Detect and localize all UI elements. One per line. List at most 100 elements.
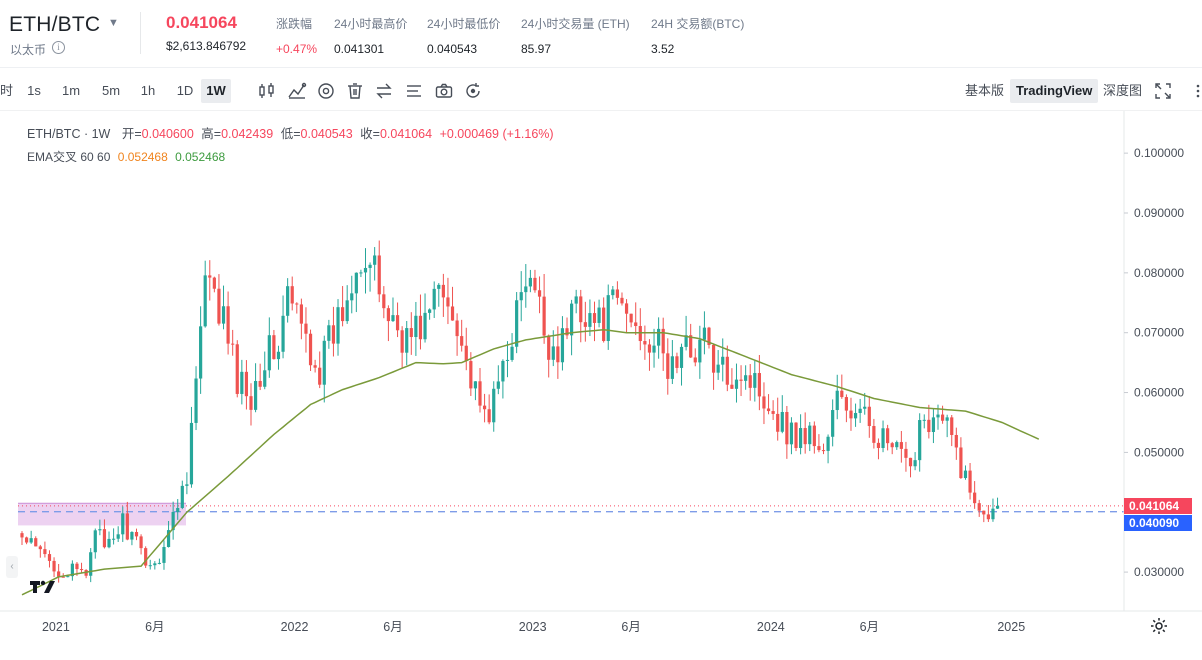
candle-body xyxy=(666,353,670,379)
stat-value: 85.97 xyxy=(521,42,552,56)
candle-body xyxy=(863,406,867,409)
candle-body xyxy=(414,315,418,338)
candle-body xyxy=(570,303,574,336)
candle-body xyxy=(446,297,450,307)
drawing-list-icon[interactable] xyxy=(404,81,424,101)
ticker-header: ETH/BTC ▼ 以太币 i 0.041064 $2,613.846792 涨… xyxy=(0,0,1202,68)
candle-body xyxy=(345,300,349,322)
x-tick-label: 2024 xyxy=(757,620,785,634)
candle-body xyxy=(400,330,404,353)
candle-body xyxy=(849,410,853,419)
candle-body xyxy=(840,390,844,398)
candle-body xyxy=(524,286,528,293)
candle-body xyxy=(368,264,372,268)
candle-body xyxy=(450,306,455,321)
view-depth[interactable]: 深度图 xyxy=(1103,83,1143,98)
settings-circle-icon[interactable] xyxy=(316,81,336,101)
indicator-legend[interactable]: EMA交叉 60 60 0.052468 0.052468 xyxy=(27,148,225,165)
gear-icon[interactable] xyxy=(1149,616,1169,636)
stat-change: 涨跌幅 +0.47% xyxy=(276,15,317,56)
view-tradingview[interactable]: TradingView xyxy=(1010,79,1099,103)
trash-icon[interactable] xyxy=(345,81,365,101)
info-icon[interactable]: i xyxy=(52,41,65,54)
candle-body xyxy=(199,326,203,379)
pair-title[interactable]: ETH/BTC xyxy=(9,13,101,36)
candle-body xyxy=(762,396,766,409)
candle-body xyxy=(418,315,423,340)
candle-body xyxy=(144,548,148,566)
candle-body xyxy=(560,328,565,363)
price-chart[interactable]: 0.100000 0.090000 0.080000 0.070000 0.060000… xyxy=(0,110,1202,650)
candle-body xyxy=(226,306,230,344)
candle-body xyxy=(455,320,459,337)
candle-body xyxy=(57,571,61,577)
candle-body xyxy=(835,390,839,411)
candle-body xyxy=(588,313,592,327)
candle-body xyxy=(602,307,606,341)
mark-price-tag: 0.040090 xyxy=(1124,515,1192,531)
candle-body xyxy=(913,460,917,467)
legend-open: 0.040600 xyxy=(141,127,194,141)
view-basic[interactable]: 基本版 xyxy=(965,83,1005,98)
y-tick-label: 0.070000 xyxy=(1134,326,1184,340)
candle-body xyxy=(322,340,326,385)
interval-1w[interactable]: 1W xyxy=(201,79,231,103)
candle-body xyxy=(428,309,432,313)
candle-body xyxy=(547,335,551,360)
candle-body xyxy=(121,513,125,535)
candle-body xyxy=(528,277,532,287)
interval-5m[interactable]: 5m xyxy=(101,83,121,98)
last-price-usd: $2,613.846792 xyxy=(166,39,247,53)
candle-body xyxy=(125,513,129,540)
legend-low-label: 低= xyxy=(280,127,301,141)
candle-body xyxy=(766,408,771,412)
candle-body xyxy=(831,410,835,437)
candle-body xyxy=(973,492,977,504)
more-icon[interactable] xyxy=(1188,81,1200,101)
candle-body xyxy=(936,414,940,418)
candle-body xyxy=(89,552,93,576)
candle-body xyxy=(487,409,491,423)
indicators-icon[interactable] xyxy=(287,81,307,101)
candle-body xyxy=(652,345,656,353)
candle-body xyxy=(638,326,642,342)
candle-body xyxy=(643,341,647,345)
candle-body xyxy=(341,307,345,322)
candle-body xyxy=(716,364,720,373)
candle-body xyxy=(977,503,981,511)
interval-1h[interactable]: 1h xyxy=(140,83,156,98)
chevron-left-icon[interactable]: ‹ xyxy=(6,556,18,578)
candle-body xyxy=(748,375,752,388)
x-tick-label: 6月 xyxy=(145,620,164,634)
swap-icon[interactable] xyxy=(374,81,394,101)
interval-1d[interactable]: 1D xyxy=(176,83,194,98)
candle-body xyxy=(130,531,134,540)
candle-body xyxy=(542,296,546,336)
stat-volume: 24小时交易量 (ETH) 85.97 xyxy=(521,15,630,56)
candle-body xyxy=(744,375,748,381)
chart-canvas[interactable]: 0.100000 0.090000 0.080000 0.070000 0.060000… xyxy=(0,111,1202,651)
candle-body xyxy=(478,381,482,406)
replay-icon[interactable] xyxy=(463,81,483,101)
candle-body xyxy=(107,538,111,548)
candle-body xyxy=(505,359,510,361)
candle-body xyxy=(354,272,358,294)
interval-1s[interactable]: 1s xyxy=(27,83,41,98)
y-tick-label: 0.100000 xyxy=(1134,146,1184,160)
candle-body xyxy=(734,379,739,389)
axes: 0.100000 0.090000 0.080000 0.070000 0.060000… xyxy=(0,111,1202,634)
candle-body xyxy=(908,457,913,467)
interval-1m[interactable]: 1m xyxy=(61,83,81,98)
ema-polyline xyxy=(21,328,1040,596)
indicator-name: EMA交叉 60 60 xyxy=(27,150,111,164)
camera-icon[interactable] xyxy=(434,81,454,101)
chevron-down-icon[interactable]: ▼ xyxy=(108,17,119,29)
candle-body xyxy=(331,325,336,344)
candle-body xyxy=(189,422,194,485)
candle-body xyxy=(423,312,427,340)
stat-low: 24小时最低价 0.040543 xyxy=(427,15,500,56)
candle-type-icon[interactable] xyxy=(257,81,277,101)
fullscreen-icon[interactable] xyxy=(1153,81,1173,101)
candle-body xyxy=(615,289,619,298)
candle-body xyxy=(29,538,33,543)
